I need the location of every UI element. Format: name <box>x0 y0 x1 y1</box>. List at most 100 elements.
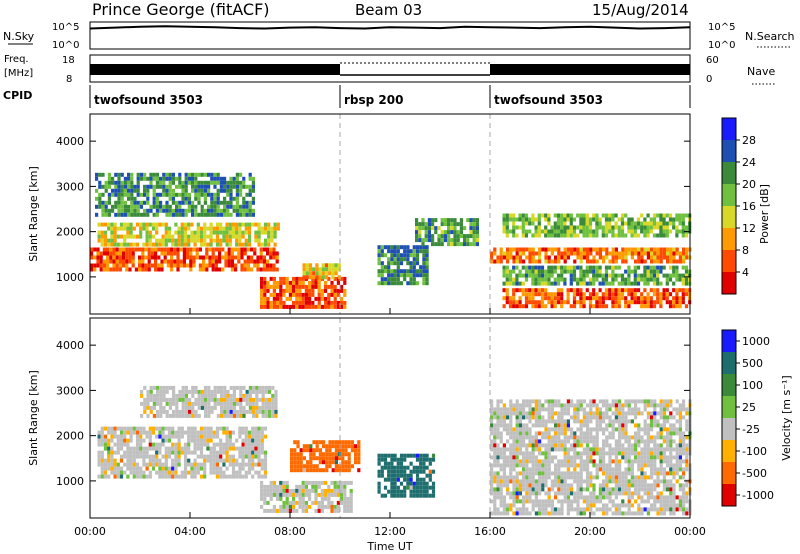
power-cell <box>668 217 673 222</box>
power-cell <box>576 292 580 297</box>
power-cell <box>150 247 154 252</box>
vel-cell <box>538 499 542 504</box>
power-cell <box>624 281 628 286</box>
vel-cell <box>528 431 532 436</box>
vel-cell <box>595 419 599 424</box>
power-cell <box>509 255 513 260</box>
vel-cell <box>301 492 305 497</box>
vel-cell <box>183 430 188 435</box>
power-cell <box>550 296 554 301</box>
power-cell <box>620 229 625 234</box>
power-cell <box>279 292 283 297</box>
vel-cell <box>531 447 535 452</box>
power-cell <box>512 304 516 309</box>
vel-cell <box>263 450 268 455</box>
vel-cell <box>288 488 292 493</box>
vel-cell <box>576 439 580 444</box>
vel-cell <box>244 446 248 451</box>
power-cell <box>136 176 140 181</box>
vel-cell <box>662 447 666 452</box>
vel-cell <box>228 430 232 435</box>
power-cell <box>579 300 583 305</box>
power-cell <box>636 233 641 238</box>
vel-cell <box>236 409 240 414</box>
vel-cell <box>515 471 519 476</box>
power-cell <box>324 288 328 293</box>
power-cell <box>431 222 435 227</box>
vel-cell <box>566 495 570 500</box>
vel-cell <box>238 434 242 439</box>
vel-cell <box>522 407 526 412</box>
power-cell <box>630 217 634 222</box>
vel-cell <box>573 451 577 456</box>
power-cell <box>171 208 175 213</box>
power-cell <box>453 238 457 243</box>
vel-cell <box>662 423 666 428</box>
vel-cell <box>354 444 358 449</box>
power-cell <box>656 273 660 278</box>
power-cell <box>521 304 525 309</box>
power-cell <box>152 192 156 197</box>
vel-cell <box>183 462 188 467</box>
vel-cell <box>630 447 634 452</box>
power-cell <box>276 292 280 297</box>
power-cell <box>190 234 194 239</box>
vel-cell <box>238 462 242 467</box>
power-cell <box>678 296 682 301</box>
vel-cell <box>550 511 554 516</box>
vel-cell <box>301 488 305 493</box>
power-cell <box>604 221 609 226</box>
vel-cell <box>349 496 353 501</box>
power-cell <box>337 263 341 268</box>
vel-cell <box>630 511 634 516</box>
vel-cell <box>528 407 532 412</box>
vel-cell <box>592 463 596 468</box>
vel-cell <box>257 438 261 443</box>
power-cell <box>656 213 660 218</box>
power-cell <box>230 259 234 264</box>
power-cell <box>472 238 476 243</box>
vel-cell <box>531 423 535 428</box>
power-cell <box>617 229 621 234</box>
power-cell <box>572 229 577 234</box>
power-cell <box>588 296 593 301</box>
vel-cell <box>608 467 612 472</box>
vel-cell <box>557 487 561 492</box>
vel-cell <box>525 415 529 420</box>
vel-cell <box>183 450 188 455</box>
power-cell <box>337 267 341 272</box>
power-cell <box>505 213 509 218</box>
power-cell <box>675 259 679 264</box>
power-cell <box>152 172 156 177</box>
power-cell <box>120 172 124 177</box>
vel-cell <box>196 470 200 475</box>
power-cell <box>254 222 258 227</box>
power-cell <box>443 222 447 227</box>
vel-cell <box>162 389 166 394</box>
vel-cell <box>640 459 644 464</box>
vel-cell <box>506 491 510 496</box>
vel-cell <box>547 447 551 452</box>
power-cell <box>101 212 105 217</box>
vel-cell <box>123 450 127 455</box>
vel-cell <box>621 503 625 508</box>
vel-cell <box>662 495 666 500</box>
power-cell <box>120 200 124 205</box>
vel-cell <box>139 450 143 455</box>
vel-cell <box>598 487 602 492</box>
power-cell <box>200 204 204 209</box>
power-cell <box>182 251 186 256</box>
power-cell <box>640 259 644 264</box>
vel-cell <box>611 411 615 416</box>
power-cell <box>98 196 102 201</box>
vel-cell <box>525 499 529 504</box>
vel-cell <box>579 399 583 404</box>
power-cell <box>656 221 660 226</box>
vel-cell <box>579 483 583 488</box>
vel-cell <box>566 399 570 404</box>
power-cell <box>422 261 426 266</box>
vel-cell <box>614 467 618 472</box>
power-cell <box>662 251 666 256</box>
vel-cell <box>268 413 272 418</box>
cpid-segment-label: twofsound 3503 <box>94 93 203 107</box>
